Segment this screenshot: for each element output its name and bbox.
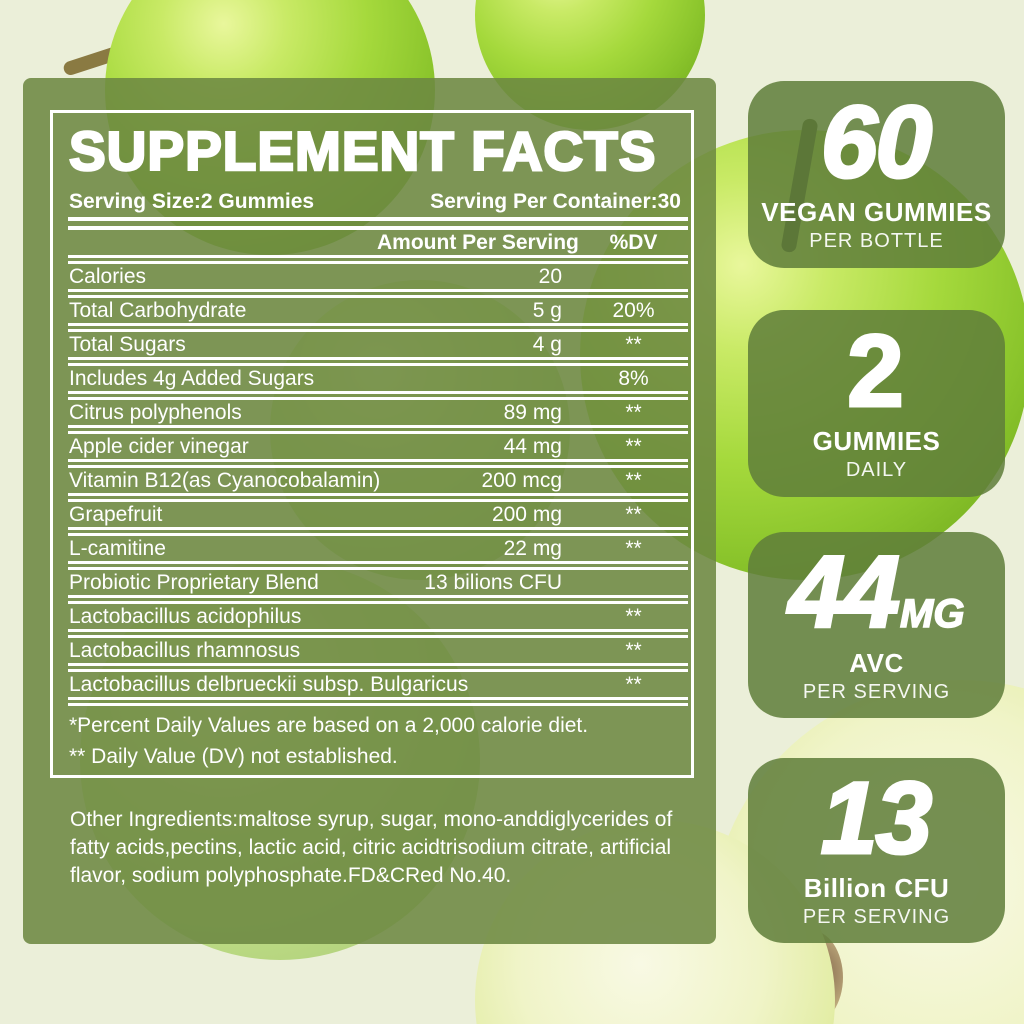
badge-line1: Billion CFU <box>803 873 950 904</box>
fact-row: Lactobacillus delbrueckii subsp. Bulgari… <box>53 672 691 706</box>
fact-row: Probiotic Proprietary Blend 13 bilions CF… <box>53 570 691 604</box>
badge-count-per-bottle: 60 VEGAN GUMMIES PER BOTTLE <box>748 81 1005 268</box>
fact-amount: 22 mg <box>503 536 562 560</box>
fact-amount: 44 mg <box>503 434 562 458</box>
servings-per-container-text: Serving Per Container:30 <box>430 190 681 213</box>
fact-amount: 89 mg <box>503 400 562 424</box>
fact-amount: 20 <box>538 264 562 288</box>
serving-size-text: Serving Size:2 Gummies <box>69 190 315 213</box>
fact-label: Lactobacillus rhamnosus <box>69 638 301 662</box>
fact-label: Lactobacillus delbrueckii subsp. Bulgari… <box>69 672 469 696</box>
fact-row: Grapefruit 200 mg ** <box>53 502 691 536</box>
daily-value-footnote: *Percent Daily Values are based on a 2,0… <box>69 714 589 737</box>
badge-value: 2 <box>846 313 906 428</box>
fact-dv: ** <box>625 434 642 458</box>
fact-amount: 5 g <box>532 298 562 322</box>
badge-line2: PER SERVING <box>802 680 951 703</box>
supplement-facts-title: SUPPLEMENT FACTS <box>68 120 657 182</box>
badge-line2: PER SERVING <box>802 906 951 929</box>
badge-line2: DAILY <box>845 459 908 482</box>
fact-dv: ** <box>625 672 642 696</box>
badge-daily-dose: 2 GUMMIES DAILY <box>748 310 1005 497</box>
supplement-facts-panel: SUPPLEMENT FACTS Serving Size:2 Gummies … <box>23 78 716 944</box>
badge-line1: GUMMIES <box>812 426 941 457</box>
row-separator <box>68 357 688 366</box>
fact-label: Vitamin B12(as Cyanocobalamin) <box>69 468 381 492</box>
fact-label: Citrus polyphenols <box>69 400 242 424</box>
fact-dv: ** <box>625 400 642 424</box>
percent-dv-header: %DV <box>609 231 658 254</box>
badge-avc-per-serving: 44 MG AVC PER SERVING <box>748 532 1005 718</box>
fact-dv: ** <box>625 638 642 662</box>
fact-row: Lactobacillus acidophilus ** <box>53 604 691 638</box>
fact-label: Total Sugars <box>69 332 186 356</box>
row-separator <box>68 391 688 400</box>
badge-unit: MG <box>899 591 965 636</box>
badge-line2: PER BOTTLE <box>809 230 944 253</box>
fact-label: Grapefruit <box>69 502 163 526</box>
badge-line1: VEGAN GUMMIES <box>761 197 992 228</box>
badge-value: 13 <box>819 760 933 875</box>
table-header-row: Amount Per Serving %DV <box>53 231 691 255</box>
fact-row: Lactobacillus rhamnosus ** <box>53 638 691 672</box>
fact-dv: ** <box>625 468 642 492</box>
row-separator <box>68 425 688 434</box>
fact-dv: 8% <box>618 366 649 390</box>
fact-row: Total Sugars 4 g ** <box>53 332 691 366</box>
fact-amount: 200 mg <box>491 502 562 526</box>
fact-dv: ** <box>625 502 642 526</box>
fact-label: Lactobacillus acidophilus <box>69 604 302 628</box>
row-separator <box>68 323 688 332</box>
other-ingredients-text: Other Ingredients:maltose syrup, sugar, … <box>70 808 673 887</box>
fact-label: Apple cider vinegar <box>69 434 249 458</box>
badge-value: 44 <box>787 535 901 650</box>
row-separator <box>68 697 688 706</box>
row-separator <box>68 493 688 502</box>
row-separator <box>68 595 688 604</box>
badge-cfu-per-serving: 13 Billion CFU PER SERVING <box>748 758 1005 943</box>
badge-line1: AVC <box>849 647 904 678</box>
fact-row: L-camitine 22 mg ** <box>53 536 691 570</box>
fact-dv: ** <box>625 604 642 628</box>
fact-dv: ** <box>625 332 642 356</box>
fact-amount: 13 bilions CFU <box>424 570 562 594</box>
table-divider <box>68 217 688 230</box>
row-separator <box>68 289 688 298</box>
row-separator <box>68 459 688 468</box>
fact-row: Includes 4g Added Sugars 8% <box>53 366 691 400</box>
fact-row: Apple cider vinegar 44 mg ** <box>53 434 691 468</box>
table-divider <box>68 255 688 264</box>
fact-row: Vitamin B12(as Cyanocobalamin) 200 mcg ** <box>53 468 691 502</box>
badge-value: 60 <box>819 84 933 199</box>
serving-info-row: Serving Size:2 Gummies Serving Per Conta… <box>53 188 691 214</box>
fact-dv: ** <box>625 536 642 560</box>
fact-label: Probiotic Proprietary Blend <box>69 570 319 594</box>
fact-label: Includes 4g Added Sugars <box>69 366 315 390</box>
dv-not-established-footnote: ** Daily Value (DV) not established. <box>69 745 398 768</box>
fact-amount: 200 mcg <box>481 468 562 492</box>
fact-row: Citrus polyphenols 89 mg ** <box>53 400 691 434</box>
fact-amount: 4 g <box>532 332 562 356</box>
row-separator <box>68 663 688 672</box>
fact-label: L-camitine <box>69 536 166 560</box>
supplement-facts-box: SUPPLEMENT FACTS Serving Size:2 Gummies … <box>50 110 694 778</box>
fact-label: Calories <box>69 264 147 288</box>
row-separator <box>68 629 688 638</box>
row-separator <box>68 527 688 536</box>
fact-dv: 20% <box>612 298 655 322</box>
fact-row: Calories 20 <box>53 264 691 298</box>
row-separator <box>68 561 688 570</box>
fact-label: Total Carbohydrate <box>69 298 247 322</box>
fact-row: Total Carbohydrate 5 g 20% <box>53 298 691 332</box>
amount-per-serving-header: Amount Per Serving <box>377 231 579 254</box>
